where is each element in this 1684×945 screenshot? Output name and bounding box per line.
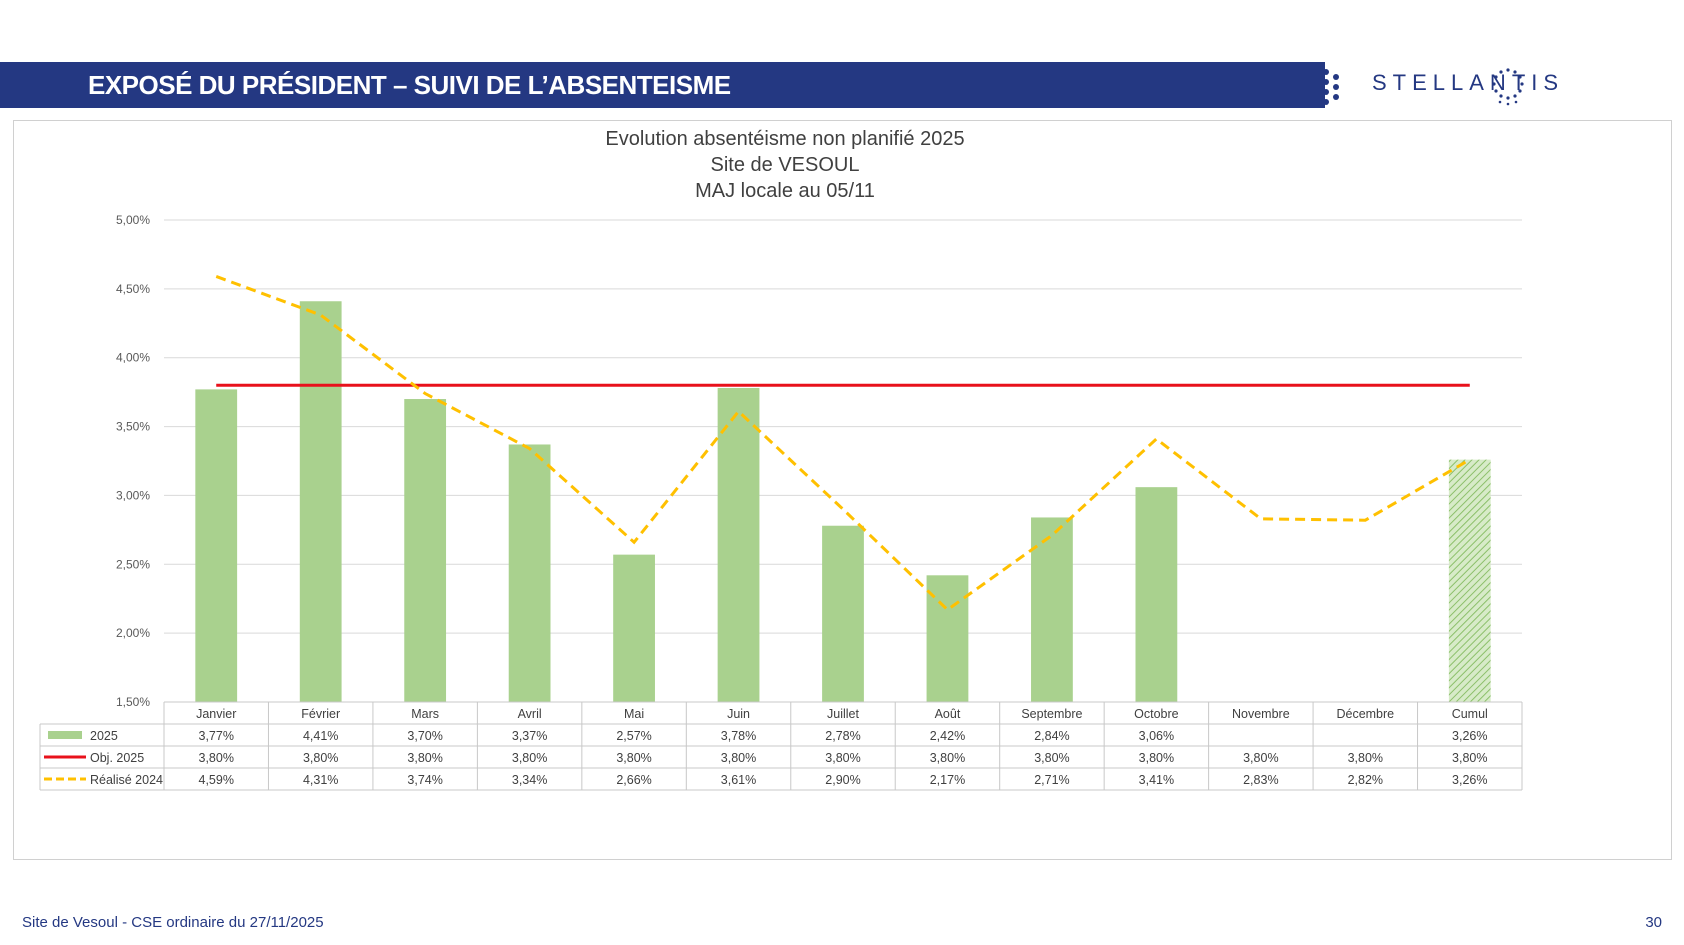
table-value: 4,41% <box>303 729 338 743</box>
stellantis-logo: STELLANTIS <box>1372 62 1612 112</box>
realise-2024-line <box>215 275 1471 612</box>
legend-key-2025 <box>48 731 82 739</box>
chart-frame: Evolution absentéisme non planifié 2025 S… <box>13 120 1672 860</box>
legend-series-name: Réalisé 2024 <box>90 773 163 787</box>
stellantis-emblem-icon <box>1492 68 1524 106</box>
x-category-label: Cumul <box>1452 707 1488 721</box>
y-tick-label: 2,00% <box>116 626 150 640</box>
table-value: 2,84% <box>1034 729 1069 743</box>
table-value: 3,80% <box>1139 751 1174 765</box>
table-value: 2,90% <box>825 773 860 787</box>
table-value: 3,80% <box>1243 751 1278 765</box>
y-tick-label: 4,50% <box>116 282 150 296</box>
x-category-label: Juillet <box>827 707 859 721</box>
table-value: 2,42% <box>930 729 965 743</box>
x-category-label: Février <box>301 707 340 721</box>
y-tick-label: 2,50% <box>116 557 150 571</box>
table-value: 3,70% <box>407 729 442 743</box>
chart-title-line: MAJ locale au 05/11 <box>695 180 875 202</box>
bar-2025 <box>1031 517 1073 702</box>
table-value: 3,37% <box>512 729 547 743</box>
table-value: 3,26% <box>1452 729 1487 743</box>
table-value: 3,80% <box>303 751 338 765</box>
x-category-label: Octobre <box>1134 707 1179 721</box>
table-value: 3,74% <box>407 773 442 787</box>
x-category-label: Mai <box>624 707 644 721</box>
table-value: 3,80% <box>1034 751 1069 765</box>
table-value: 3,80% <box>199 751 234 765</box>
page-number: 30 <box>1645 914 1662 931</box>
absenteeism-chart: Evolution absentéisme non planifié 2025 S… <box>39 128 1523 791</box>
x-category-label: Septembre <box>1021 707 1082 721</box>
x-category-label: Juin <box>727 707 750 721</box>
y-tick-label: 3,00% <box>116 488 150 502</box>
bar-2025 <box>404 399 447 702</box>
table-value: 2,71% <box>1034 773 1069 787</box>
table-value: 3,78% <box>721 729 756 743</box>
table-value: 3,80% <box>512 751 547 765</box>
table-value: 3,80% <box>407 751 442 765</box>
table-value: 3,41% <box>1139 773 1174 787</box>
table-value: 3,34% <box>512 773 547 787</box>
y-tick-label: 5,00% <box>116 213 150 227</box>
table-value: 3,26% <box>1452 773 1487 787</box>
legend-series-name: 2025 <box>90 729 118 743</box>
bar-2025 <box>508 444 551 702</box>
table-value: 2,82% <box>1348 773 1383 787</box>
page-title: EXPOSÉ DU PRÉSIDENT – SUIVI DE L’ABSENTE… <box>88 70 731 100</box>
y-tick-label: 4,00% <box>116 351 150 365</box>
table-value: 4,31% <box>303 773 338 787</box>
logo-text: STELLANTIS <box>1372 70 1565 95</box>
table-value: 3,61% <box>721 773 756 787</box>
bar-2025 <box>299 301 342 702</box>
x-category-label: Décembre <box>1336 707 1394 721</box>
header-banner: EXPOSÉ DU PRÉSIDENT – SUIVI DE L’ABSENTE… <box>0 62 1325 108</box>
footer-text: Site de Vesoul - CSE ordinaire du 27/11/… <box>22 914 324 931</box>
legend-series-name: Obj. 2025 <box>90 751 144 765</box>
bar-2025 <box>195 389 238 702</box>
table-value: 2,83% <box>1243 773 1278 787</box>
table-value: 4,59% <box>199 773 234 787</box>
bar-2025 <box>822 525 864 702</box>
table-value: 2,57% <box>616 729 651 743</box>
y-tick-label: 3,50% <box>116 420 150 434</box>
table-value: 3,80% <box>721 751 756 765</box>
bar-2025 <box>717 388 760 702</box>
table-value: 3,80% <box>930 751 965 765</box>
table-value: 3,77% <box>199 729 234 743</box>
x-category-label: Janvier <box>196 707 236 721</box>
table-value: 3,06% <box>1139 729 1174 743</box>
dots-decoration-icon <box>1323 69 1339 105</box>
table-value: 2,78% <box>825 729 860 743</box>
table-value: 2,17% <box>930 773 965 787</box>
bar-2025 <box>613 554 655 702</box>
x-category-label: Novembre <box>1232 707 1290 721</box>
chart-title-line: Site de VESOUL <box>711 154 860 176</box>
bar-2025 <box>1135 487 1178 702</box>
table-value: 3,80% <box>1452 751 1487 765</box>
table-value: 3,80% <box>825 751 860 765</box>
y-tick-label: 1,50% <box>116 695 150 709</box>
x-category-label: Mars <box>411 707 439 721</box>
x-category-label: Août <box>935 707 961 721</box>
table-value: 2,66% <box>616 773 651 787</box>
table-value: 3,80% <box>616 751 651 765</box>
x-category-label: Avril <box>518 707 542 721</box>
chart-title-line: Evolution absentéisme non planifié 2025 <box>605 128 964 150</box>
table-value: 3,80% <box>1348 751 1383 765</box>
bar-2025 <box>1448 459 1491 702</box>
